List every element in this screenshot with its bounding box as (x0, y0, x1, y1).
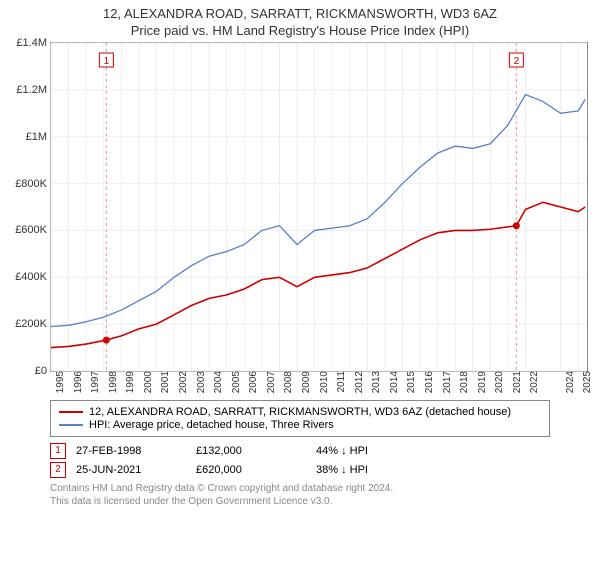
y-axis-label: £800K (15, 178, 51, 190)
series-price_paid (51, 202, 585, 347)
legend-swatch (59, 411, 83, 413)
x-axis-label: 2003 (194, 371, 207, 393)
legend-label: 12, ALEXANDRA ROAD, SARRATT, RICKMANSWOR… (89, 406, 511, 418)
x-axis-label: 2018 (457, 371, 470, 393)
x-axis-label: 2001 (158, 371, 171, 393)
sale-marker: 1 (50, 443, 66, 459)
x-axis-label: 2005 (229, 371, 242, 393)
sale-date: 27-FEB-1998 (76, 445, 196, 457)
x-axis-label: 2000 (141, 371, 154, 393)
title-line-2: Price paid vs. HM Land Registry's House … (0, 23, 600, 38)
x-axis-label: 2012 (352, 371, 365, 393)
x-axis-label: 2020 (492, 371, 505, 393)
y-axis-label: £600K (15, 224, 51, 236)
y-axis-label: £1.4M (16, 37, 51, 49)
y-axis-label: £400K (15, 271, 51, 283)
titles: 12, ALEXANDRA ROAD, SARRATT, RICKMANSWOR… (0, 6, 600, 38)
title-line-1: 12, ALEXANDRA ROAD, SARRATT, RICKMANSWOR… (0, 6, 600, 21)
sale-price: £620,000 (196, 464, 316, 476)
sale-marker: 2 (50, 462, 66, 478)
sales-table: 1 27-FEB-1998£132,00044% ↓ HPI 2 25-JUN-202… (50, 443, 550, 478)
x-axis-label: 2014 (387, 371, 400, 393)
x-axis-label: 1998 (106, 371, 119, 393)
x-axis-label: 2022 (527, 371, 540, 393)
x-axis-label: 2007 (264, 371, 277, 393)
legend-label: HPI: Average price, detached house, Thre… (89, 419, 334, 431)
x-axis-label: 2017 (440, 371, 453, 393)
sale-row: 2 25-JUN-2021£620,00038% ↓ HPI (50, 462, 550, 478)
legend-swatch (59, 424, 83, 426)
legend-item: HPI: Average price, detached house, Thre… (59, 419, 541, 431)
x-axis-label: 2010 (317, 371, 330, 393)
plot-region: 12£0£200K£400K£600K£800K£1M£1.2M£1.4M199… (50, 42, 588, 372)
x-axis-label: 2015 (404, 371, 417, 393)
x-axis-label: 2011 (334, 371, 347, 393)
x-axis-label: 2024 (563, 371, 576, 393)
footer-line-1: Contains HM Land Registry data © Crown c… (50, 482, 550, 495)
x-axis-label: 1999 (123, 371, 136, 393)
y-axis-label: £1.2M (16, 84, 51, 96)
x-axis-label: 1996 (71, 371, 84, 393)
y-axis-label: £1M (26, 131, 51, 143)
sale-date: 25-JUN-2021 (76, 464, 196, 476)
x-axis-label: 2019 (475, 371, 488, 393)
x-axis-label: 2002 (176, 371, 189, 393)
svg-text:2: 2 (514, 56, 520, 67)
svg-text:1: 1 (104, 56, 110, 67)
chart-container: 12, ALEXANDRA ROAD, SARRATT, RICKMANSWOR… (0, 6, 600, 566)
x-axis-label: 2009 (299, 371, 312, 393)
legend-box: 12, ALEXANDRA ROAD, SARRATT, RICKMANSWOR… (50, 400, 550, 437)
x-axis-label: 2021 (510, 371, 523, 393)
footer-line-2: This data is licensed under the Open Gov… (50, 495, 550, 508)
x-axis-label: 2025 (580, 371, 593, 393)
chart-area: 12£0£200K£400K£600K£800K£1M£1.2M£1.4M199… (50, 42, 588, 392)
y-axis-label: £0 (35, 365, 51, 377)
x-axis-label: 1995 (53, 371, 66, 393)
x-axis-label: 2006 (246, 371, 259, 393)
x-axis-label: 1997 (88, 371, 101, 393)
sale-price: £132,000 (196, 445, 316, 457)
x-axis-label: 2016 (422, 371, 435, 393)
y-axis-label: £200K (15, 318, 51, 330)
sale-row: 1 27-FEB-1998£132,00044% ↓ HPI (50, 443, 550, 459)
series-hpi (51, 95, 585, 327)
sale-delta: 44% ↓ HPI (316, 445, 436, 457)
x-axis-label: 2013 (369, 371, 382, 393)
x-axis-label: 2008 (281, 371, 294, 393)
x-axis-label: 2004 (211, 371, 224, 393)
footer: Contains HM Land Registry data © Crown c… (50, 482, 550, 508)
sale-delta: 38% ↓ HPI (316, 464, 436, 476)
legend-item: 12, ALEXANDRA ROAD, SARRATT, RICKMANSWOR… (59, 406, 541, 418)
